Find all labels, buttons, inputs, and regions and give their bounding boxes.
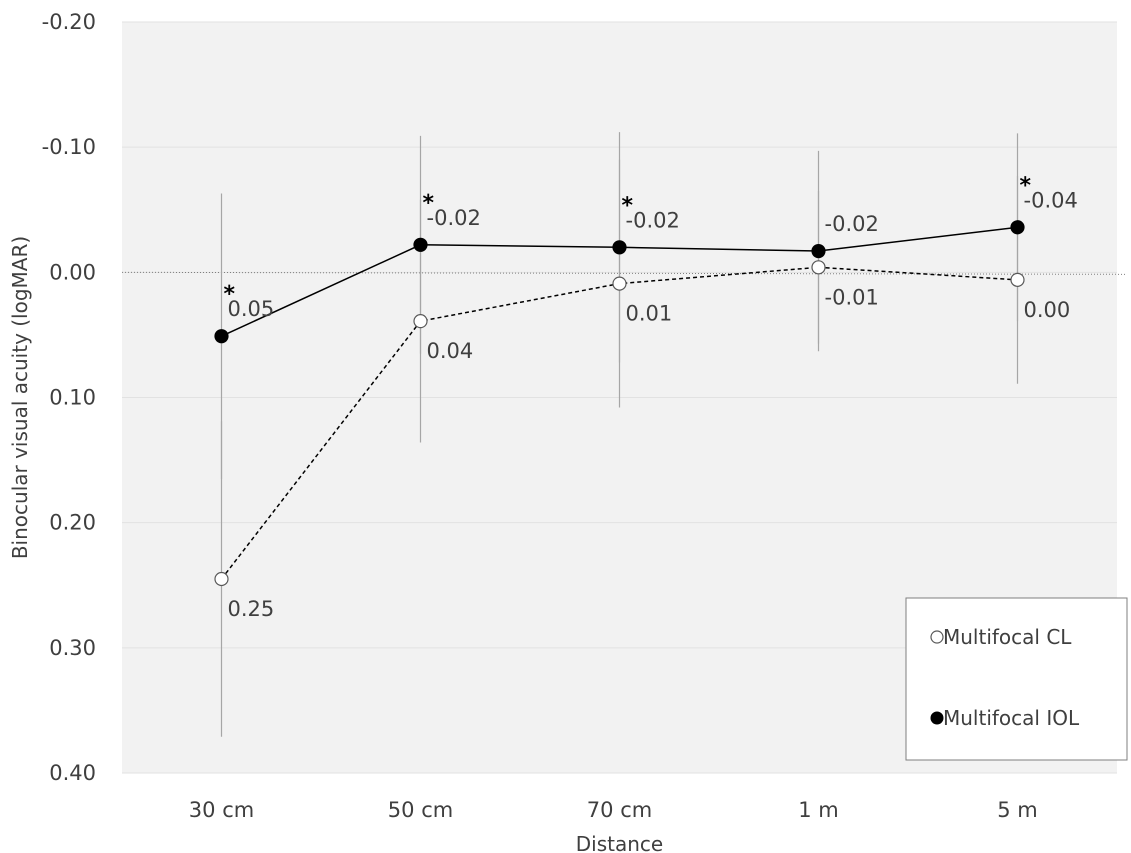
y-tick-label: -0.20	[42, 10, 96, 34]
data-point-multifocal-cl	[612, 276, 627, 291]
data-point-multifocal-iol	[413, 237, 428, 252]
y-tick-label: 0.00	[49, 260, 96, 284]
data-label-multifocal-cl: 0.25	[228, 597, 275, 621]
data-label-multifocal-cl: -0.01	[825, 285, 879, 309]
significance-asterisk: *	[1020, 173, 1032, 198]
significance-asterisk: *	[622, 193, 634, 218]
x-tick-label: 50 cm	[388, 798, 453, 822]
legend-marker-multifocal-cl	[930, 630, 944, 644]
data-label-multifocal-iol: -0.02	[626, 208, 680, 232]
significance-asterisk: *	[224, 282, 236, 307]
significance-markers: * * * *	[224, 173, 1032, 307]
y-tick-label: 0.20	[49, 511, 96, 535]
data-point-multifocal-iol	[811, 243, 826, 259]
data-point-multifocal-iol	[1010, 220, 1025, 235]
legend-label-multifocal-iol: Multifocal IOL	[943, 706, 1080, 730]
data-point-multifocal-cl	[214, 571, 229, 587]
legend-label-multifocal-cl: Multifocal CL	[943, 625, 1072, 649]
y-axis-ticks: -0.20 -0.10 0.00 0.10 0.20 0.30 0.40	[42, 10, 96, 785]
y-tick-label: 0.10	[49, 386, 96, 410]
data-point-multifocal-iol	[612, 240, 627, 255]
data-point-multifocal-iol	[214, 329, 229, 344]
data-label-multifocal-cl: 0.04	[427, 339, 474, 363]
significance-asterisk: *	[423, 191, 435, 216]
x-tick-label: 5 m	[997, 798, 1038, 822]
y-tick-label: 0.40	[49, 761, 96, 785]
legend-marker-multifocal-iol	[930, 711, 944, 725]
data-label-multifocal-iol: -0.04	[1024, 188, 1078, 212]
data-label-multifocal-cl: 0.00	[1024, 298, 1071, 322]
x-tick-label: 70 cm	[587, 798, 652, 822]
data-point-multifocal-cl	[811, 260, 826, 275]
data-point-multifocal-cl	[1010, 272, 1025, 287]
x-axis-ticks: 30 cm 50 cm 70 cm 1 m 5 m	[189, 798, 1038, 822]
y-tick-label: 0.30	[49, 636, 96, 660]
series-markers	[214, 220, 1025, 587]
data-labels: 0.25 0.04 0.01 -0.01 0.00 0.05 -0.02 -0.02 -0.02…	[228, 188, 1078, 621]
data-label-multifocal-iol: -0.02	[825, 212, 879, 236]
x-axis-title: Distance	[576, 832, 663, 853]
legend-box	[905, 597, 1128, 761]
data-label-multifocal-iol: -0.02	[427, 206, 481, 230]
legend: Multifocal CL Multifocal IOL	[905, 597, 1128, 761]
zero-reference-line	[121, 271, 1128, 275]
y-axis-title: Binocular visual acuity (logMAR)	[8, 236, 32, 559]
y-tick-label: -0.10	[42, 135, 96, 159]
x-tick-label: 30 cm	[189, 798, 254, 822]
data-label-multifocal-cl: 0.01	[626, 302, 673, 326]
x-tick-label: 1 m	[798, 798, 839, 822]
data-label-multifocal-iol: 0.05	[228, 297, 275, 321]
data-point-multifocal-cl	[413, 314, 428, 329]
